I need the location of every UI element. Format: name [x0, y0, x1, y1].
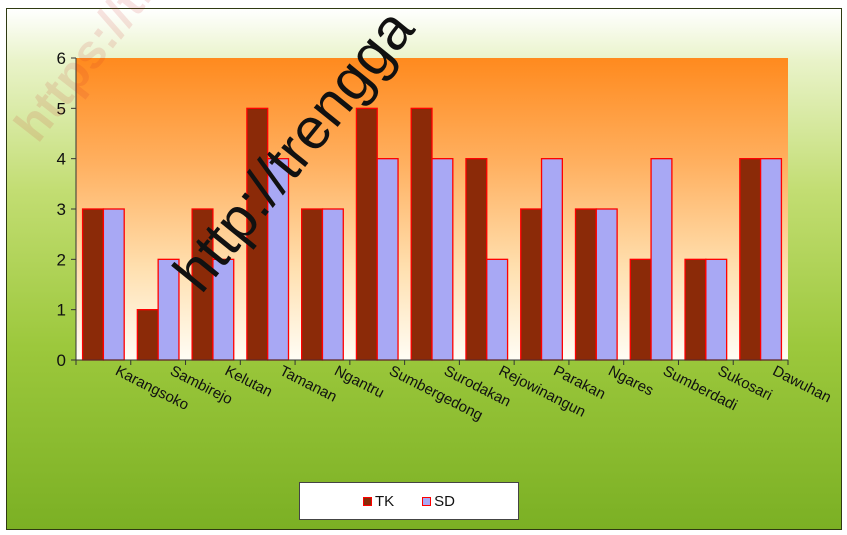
y-tick-label: 6 — [57, 49, 66, 68]
y-tick-label: 1 — [57, 301, 66, 320]
bar-tk — [410, 107, 433, 361]
bar-sd — [540, 158, 564, 361]
bar-tk — [81, 208, 105, 361]
bar-sd — [759, 158, 783, 361]
x-tick-label: Ngantru — [332, 362, 387, 401]
bar-tk — [136, 309, 159, 361]
chart-area: 0 1 2 3 4 5 6 Karangsoko Sambirejo Kelutan Tamanan… — [6, 8, 842, 530]
x-tick-label: Sumbergedong — [386, 362, 485, 424]
legend: TK SD — [299, 482, 519, 520]
y-tick-label: 3 — [57, 200, 66, 219]
y-tick-label: 5 — [57, 99, 66, 118]
x-tick-label: Ngares — [605, 362, 656, 399]
bar-tk — [465, 158, 488, 361]
y-tick-label: 4 — [57, 150, 66, 169]
y-tick-label: 2 — [57, 250, 66, 269]
bar-tk — [684, 258, 707, 361]
y-tick-label: 0 — [57, 351, 66, 370]
bar-tk — [300, 208, 324, 361]
legend-label-sd: SD — [434, 492, 455, 510]
bar-tk — [520, 208, 543, 361]
legend-item-tk: TK — [362, 492, 395, 510]
bar-sd — [321, 208, 344, 361]
bar-sd — [650, 158, 673, 361]
bar-sd — [102, 208, 125, 361]
bar-tk — [739, 158, 762, 361]
bar-sd — [595, 208, 618, 361]
legend-swatch-tk — [362, 496, 372, 506]
bar-sd — [486, 258, 509, 361]
bar-sd — [705, 258, 728, 361]
bar-tk — [574, 208, 597, 361]
x-tick-label: Dawuhan — [770, 362, 834, 406]
bar-sd — [376, 158, 399, 361]
legend-label-tk: TK — [374, 492, 395, 510]
bar-sd — [431, 158, 454, 361]
legend-swatch-sd — [422, 496, 432, 506]
bar-tk — [355, 107, 378, 361]
legend-item-sd: SD — [422, 493, 455, 510]
bar-tk — [629, 258, 652, 361]
x-tick-label: Tamanan — [277, 362, 340, 405]
